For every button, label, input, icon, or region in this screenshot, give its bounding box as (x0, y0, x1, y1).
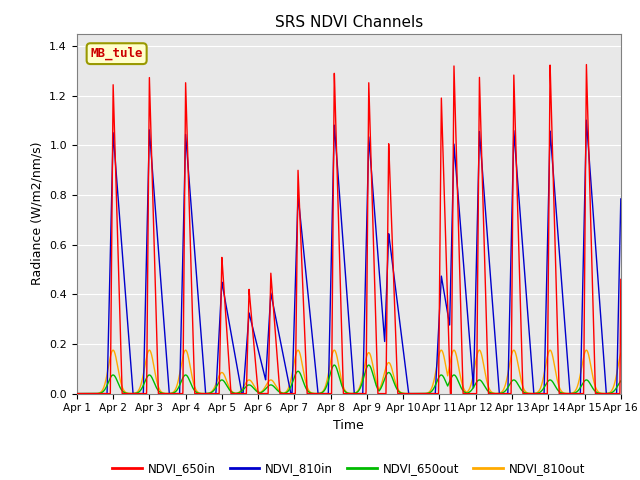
NDVI_650out (617, 378, 625, 384)
NDVI_810out (281, 390, 289, 396)
NDVI_650out (73, 391, 81, 396)
NDVI_810out (479, 358, 486, 363)
NDVI_650in (399, 391, 407, 396)
NDVI_650out (330, 362, 338, 368)
NDVI_650in (582, 61, 590, 67)
NDVI_650out (479, 380, 486, 386)
NDVI_810out (617, 350, 625, 356)
NDVI_810out (399, 390, 407, 396)
Text: MB_tule: MB_tule (90, 47, 143, 60)
Y-axis label: Radiance (W/m2/nm/s): Radiance (W/m2/nm/s) (31, 142, 44, 285)
X-axis label: Time: Time (333, 419, 364, 432)
Line: NDVI_810in: NDVI_810in (77, 120, 621, 394)
NDVI_650in (427, 391, 435, 396)
NDVI_650in (281, 391, 289, 396)
Line: NDVI_810out: NDVI_810out (77, 350, 621, 394)
NDVI_650out (427, 389, 435, 395)
NDVI_810in (617, 196, 625, 202)
NDVI_810in (172, 391, 179, 396)
NDVI_810out (520, 387, 528, 393)
NDVI_650out (399, 391, 407, 396)
NDVI_650out (281, 390, 289, 396)
NDVI_650in (520, 391, 528, 396)
NDVI_650in (479, 190, 486, 195)
NDVI_810out (172, 386, 179, 392)
NDVI_810in (427, 391, 435, 396)
Title: SRS NDVI Channels: SRS NDVI Channels (275, 15, 423, 30)
NDVI_650out (520, 389, 528, 395)
NDVI_810in (281, 360, 289, 366)
NDVI_650in (617, 276, 625, 282)
Line: NDVI_650out: NDVI_650out (77, 365, 621, 394)
NDVI_810in (520, 263, 528, 268)
Line: NDVI_650in: NDVI_650in (77, 64, 621, 394)
NDVI_810out (427, 387, 435, 393)
NDVI_810in (582, 117, 590, 123)
Legend: NDVI_650in, NDVI_810in, NDVI_650out, NDVI_810out: NDVI_650in, NDVI_810in, NDVI_650out, NDV… (108, 457, 590, 480)
NDVI_810in (399, 346, 407, 351)
NDVI_650in (73, 391, 81, 396)
NDVI_810out (450, 347, 458, 353)
NDVI_650out (172, 389, 179, 395)
NDVI_650in (172, 391, 179, 396)
NDVI_810out (73, 391, 81, 396)
NDVI_810in (479, 172, 486, 178)
NDVI_810in (73, 391, 81, 396)
